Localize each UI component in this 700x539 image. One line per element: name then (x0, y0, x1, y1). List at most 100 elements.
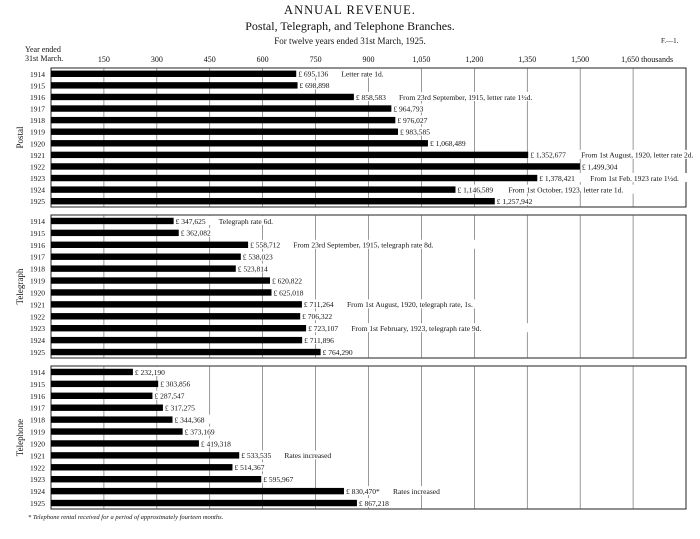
value-label: £ 595,967 (263, 475, 293, 484)
value-label: £ 964,793 (393, 104, 423, 113)
value-label-bg (173, 414, 211, 424)
value-label: £ 538,023 (243, 253, 273, 262)
year-label: 1924 (30, 336, 45, 345)
bar (51, 476, 262, 483)
value-label-bg (298, 80, 336, 90)
year-label: 1916 (30, 93, 45, 102)
value-label: £ 723,107 (308, 324, 338, 333)
chart-subtitle: Postal, Telegraph, and Telephone Branche… (245, 19, 455, 33)
year-label: 1919 (30, 428, 45, 437)
year-label: 1917 (30, 404, 45, 413)
bar (51, 325, 307, 332)
bar (51, 380, 159, 388)
value-label-bg (163, 402, 202, 412)
year-label: 1920 (30, 139, 45, 148)
value-label: £ 1,352,677 (530, 151, 566, 160)
year-label: 1924 (30, 186, 45, 195)
annotation: Rates increased (284, 451, 331, 460)
bar (51, 70, 297, 77)
value-label-bg (240, 450, 278, 460)
panel-label: Telephone (15, 419, 25, 456)
year-label: 1922 (30, 463, 45, 472)
bar (51, 174, 538, 182)
value-label: £ 1,378,421 (539, 174, 575, 183)
year-label: 1917 (30, 105, 45, 114)
value-label-bg (357, 498, 396, 508)
value-label-bg (529, 149, 575, 159)
value-label: £ 1,068,489 (430, 139, 466, 148)
panel-label: Postal (15, 126, 25, 149)
annotation-bg (339, 68, 405, 78)
value-label-bg (297, 68, 335, 78)
value-label-bg (538, 173, 584, 183)
bar (51, 392, 153, 399)
chart-period: For twelve years ended 31st March, 1925. (274, 36, 426, 46)
annotation: From 1st August, 1920, telegraph rate, 1… (347, 300, 473, 309)
year-label: 1922 (30, 312, 45, 321)
value-label-bg (321, 347, 359, 357)
value-label-bg (344, 486, 386, 496)
year-label: 1918 (30, 416, 45, 425)
bar (51, 116, 396, 124)
value-label: £ 625,018 (273, 288, 303, 297)
value-label-bg (199, 438, 238, 448)
annotation-bg (345, 299, 522, 309)
bar (51, 487, 344, 495)
footnote: * Telephone rental received for a period… (28, 514, 224, 521)
year-label: 1925 (30, 348, 45, 357)
annotation-bg (349, 323, 530, 333)
bar (51, 277, 271, 284)
year-label: 1916 (30, 392, 45, 401)
value-label-bg (272, 287, 310, 297)
bar (51, 253, 241, 260)
bar (51, 186, 456, 193)
bar (51, 163, 580, 170)
panel-label: Telegraph (15, 268, 25, 304)
value-label-bg (179, 227, 217, 237)
year-label: 1921 (30, 151, 45, 160)
annotation-bg (579, 149, 700, 159)
annotation-bg (588, 173, 700, 183)
value-label-bg (398, 126, 437, 136)
value-label: £ 858,583 (356, 93, 386, 102)
bar (51, 198, 495, 205)
value-label: £ 344,368 (174, 415, 204, 424)
value-label: £ 867,218 (359, 499, 389, 508)
y-axis-header-line2: 31st March. (25, 54, 63, 63)
value-label-bg (133, 366, 172, 376)
bar (51, 229, 179, 237)
value-label-bg (392, 103, 430, 113)
annotation-bg (390, 486, 457, 496)
annotation-bg (216, 215, 295, 225)
bar (51, 313, 301, 320)
value-label-bg (301, 311, 339, 321)
bar (51, 428, 183, 435)
bar (51, 93, 354, 101)
value-label: £ 533,535 (241, 451, 271, 460)
value-label: £ 983,585 (400, 128, 430, 137)
year-label: 1919 (30, 128, 45, 137)
value-label: £ 1,146,589 (457, 185, 493, 194)
bar (51, 368, 133, 376)
value-label-bg (233, 462, 271, 472)
value-label: £ 514,367 (234, 463, 264, 472)
year-label: 1915 (30, 380, 45, 389)
year-label: 1918 (30, 265, 45, 274)
figure-number: F.—1. (661, 37, 679, 45)
value-label: £ 303,856 (160, 380, 190, 389)
value-label-bg (153, 390, 191, 400)
annotation: From 1st August, 1920, letter rate 2d. (581, 151, 693, 160)
bar (51, 82, 298, 89)
value-label: £ 347,625 (176, 217, 206, 226)
year-label: 1914 (30, 368, 45, 377)
value-label: £ 976,027 (397, 116, 427, 125)
annotation-bg (396, 91, 578, 101)
value-label: £ 711,264 (304, 300, 334, 309)
year-label: 1920 (30, 439, 45, 448)
value-label: £ 764,290 (323, 348, 353, 357)
x-tick-label: 900 (363, 55, 375, 64)
value-label-bg (495, 196, 541, 206)
year-label: 1921 (30, 451, 45, 460)
value-label-bg (262, 474, 300, 484)
